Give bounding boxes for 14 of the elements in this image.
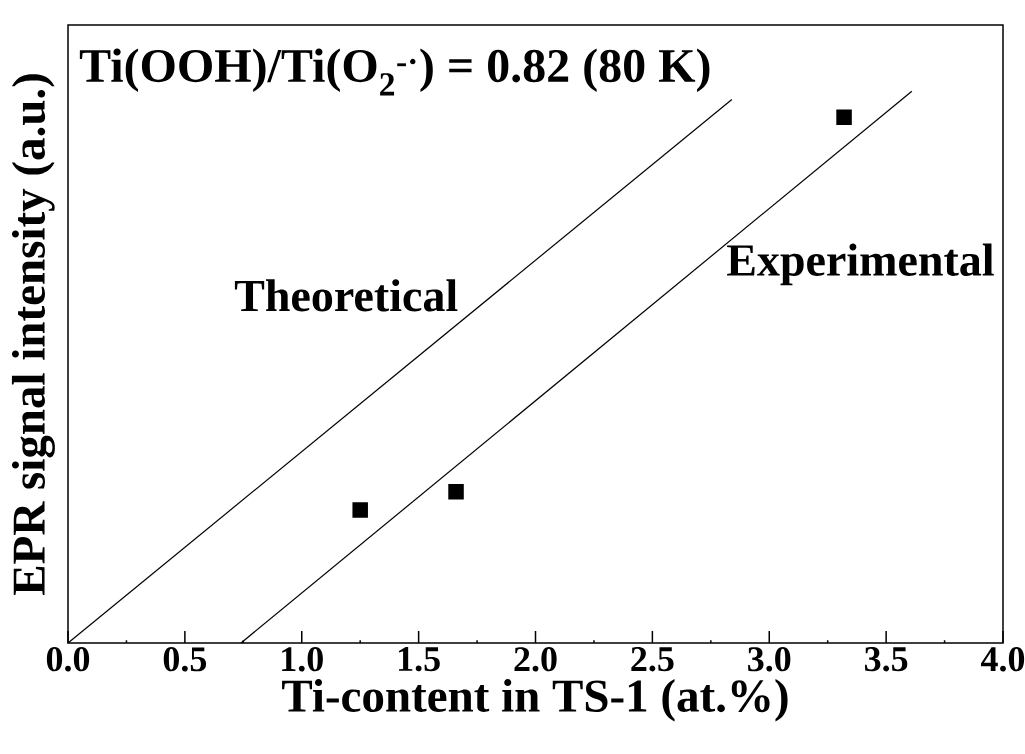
x-tick-label: 1.0 bbox=[282, 647, 323, 672]
series-label: Experimental bbox=[727, 243, 994, 286]
series-label: Theoretical bbox=[234, 279, 458, 312]
annotation: Ti(OOH)/Ti(O$_{2}$$^{-·}$) = 0.82 (80 K) bbox=[79, 48, 710, 96]
x-tick-label: 4.0 bbox=[980, 647, 1025, 672]
x-axis-title: Ti-content in TS-1 (at.%) bbox=[282, 678, 788, 722]
x-tick-label: 3.0 bbox=[748, 647, 791, 672]
y-axis-title: EPR signal intensity (a.u.) bbox=[11, 74, 55, 595]
x-tick-label: 0.0 bbox=[46, 647, 90, 672]
x-tick-label: 3.5 bbox=[864, 647, 908, 672]
x-tick-label: 0.5 bbox=[163, 647, 207, 672]
x-tick-label: 2.0 bbox=[514, 647, 557, 672]
x-tick-label: 1.5 bbox=[399, 647, 440, 672]
x-tick-label: 2.5 bbox=[631, 647, 674, 672]
